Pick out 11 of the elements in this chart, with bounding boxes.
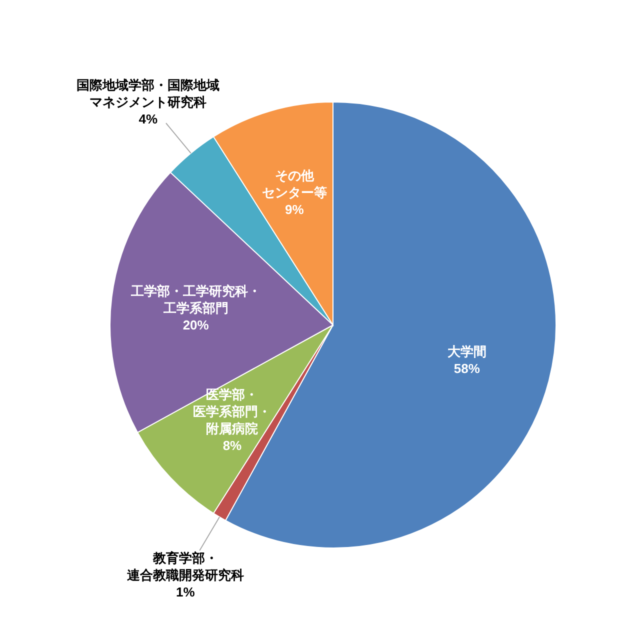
data-label: 9% [285,202,304,217]
data-label: 20% [182,317,210,332]
data-label: 8% [222,438,242,453]
slice-label: 国際地域学部・国際地域マネジメント研究科 [76,77,220,110]
data-label: 1% [176,584,196,600]
slice-label: 工学部・工学研究科・工学系部門 [130,283,261,316]
slice-label: 教育学部・連合教職開発研究科 [126,550,244,582]
data-label: 4% [138,111,158,126]
data-label: 58% [454,360,480,376]
slice-label: その他センター等 [262,168,327,200]
slice-label: 大学間 [447,343,486,358]
